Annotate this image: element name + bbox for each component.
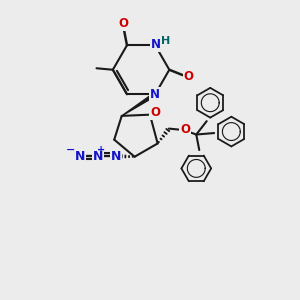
Text: H: H xyxy=(161,36,170,46)
Text: O: O xyxy=(180,123,190,136)
Text: −: − xyxy=(66,145,76,154)
Text: +: + xyxy=(97,145,105,154)
Polygon shape xyxy=(122,93,156,116)
Text: N: N xyxy=(74,150,85,163)
Text: N: N xyxy=(93,150,103,163)
Text: O: O xyxy=(184,70,194,83)
Text: O: O xyxy=(150,106,160,119)
Text: N: N xyxy=(111,150,122,163)
Text: N: N xyxy=(150,88,160,101)
Text: N: N xyxy=(151,38,161,51)
Text: O: O xyxy=(119,17,129,30)
